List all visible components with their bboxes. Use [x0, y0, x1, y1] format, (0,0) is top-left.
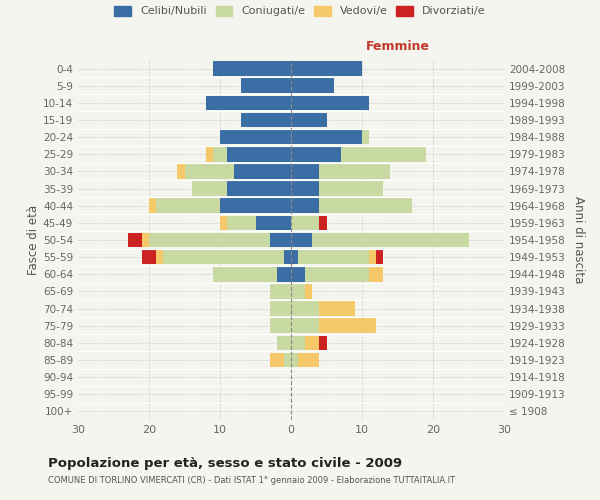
Bar	[234, 164, 291, 178]
Text: COMUNE DI TORLINO VIMERCATI (CR) - Dati ISTAT 1° gennaio 2009 - Elaborazione TUT: COMUNE DI TORLINO VIMERCATI (CR) - Dati …	[48, 476, 455, 485]
Bar	[369, 250, 376, 264]
Bar	[291, 96, 369, 110]
Bar	[270, 352, 284, 368]
Bar	[376, 250, 383, 264]
Bar	[220, 198, 291, 213]
Bar	[291, 232, 313, 248]
Bar	[156, 198, 220, 213]
Bar	[319, 318, 376, 333]
Bar	[270, 284, 291, 298]
Bar	[213, 267, 277, 281]
Bar	[142, 232, 149, 248]
Bar	[149, 198, 156, 213]
Bar	[220, 130, 291, 144]
Bar	[277, 267, 291, 281]
Bar	[142, 250, 156, 264]
Bar	[291, 164, 319, 178]
Bar	[270, 302, 291, 316]
Bar	[319, 182, 383, 196]
Bar	[227, 182, 291, 196]
Bar	[305, 284, 313, 298]
Bar	[256, 216, 291, 230]
Bar	[291, 250, 298, 264]
Bar	[291, 78, 334, 93]
Bar	[128, 232, 142, 248]
Bar	[191, 182, 227, 196]
Bar	[291, 182, 319, 196]
Bar	[319, 216, 326, 230]
Bar	[149, 232, 270, 248]
Bar	[284, 352, 291, 368]
Bar	[319, 336, 326, 350]
Bar	[291, 130, 362, 144]
Bar	[284, 250, 291, 264]
Bar	[291, 284, 305, 298]
Text: Popolazione per età, sesso e stato civile - 2009: Popolazione per età, sesso e stato civil…	[48, 458, 402, 470]
Bar	[291, 147, 341, 162]
Text: Femmine: Femmine	[365, 40, 430, 53]
Bar	[270, 318, 291, 333]
Bar	[291, 302, 319, 316]
Bar	[291, 267, 305, 281]
Bar	[291, 352, 298, 368]
Bar	[305, 267, 369, 281]
Bar	[206, 96, 291, 110]
Bar	[313, 232, 469, 248]
Bar	[291, 216, 319, 230]
Bar	[319, 164, 391, 178]
Bar	[213, 62, 291, 76]
Bar	[241, 112, 291, 128]
Bar	[270, 232, 291, 248]
Bar	[369, 267, 383, 281]
Bar	[163, 250, 284, 264]
Bar	[241, 78, 291, 93]
Bar	[227, 216, 256, 230]
Bar	[341, 147, 426, 162]
Bar	[185, 164, 234, 178]
Bar	[291, 198, 319, 213]
Bar	[178, 164, 185, 178]
Bar	[277, 336, 291, 350]
Bar	[206, 147, 213, 162]
Bar	[291, 318, 319, 333]
Bar	[156, 250, 163, 264]
Bar	[362, 130, 369, 144]
Bar	[319, 198, 412, 213]
Bar	[319, 302, 355, 316]
Y-axis label: Anni di nascita: Anni di nascita	[572, 196, 585, 284]
Bar	[291, 336, 305, 350]
Bar	[305, 336, 319, 350]
Y-axis label: Fasce di età: Fasce di età	[27, 205, 40, 275]
Bar	[227, 147, 291, 162]
Bar	[291, 112, 326, 128]
Bar	[298, 352, 319, 368]
Legend: Celibi/Nubili, Coniugati/e, Vedovi/e, Divorziati/e: Celibi/Nubili, Coniugati/e, Vedovi/e, Di…	[115, 6, 485, 16]
Bar	[298, 250, 369, 264]
Bar	[213, 147, 227, 162]
Bar	[291, 62, 362, 76]
Bar	[220, 216, 227, 230]
